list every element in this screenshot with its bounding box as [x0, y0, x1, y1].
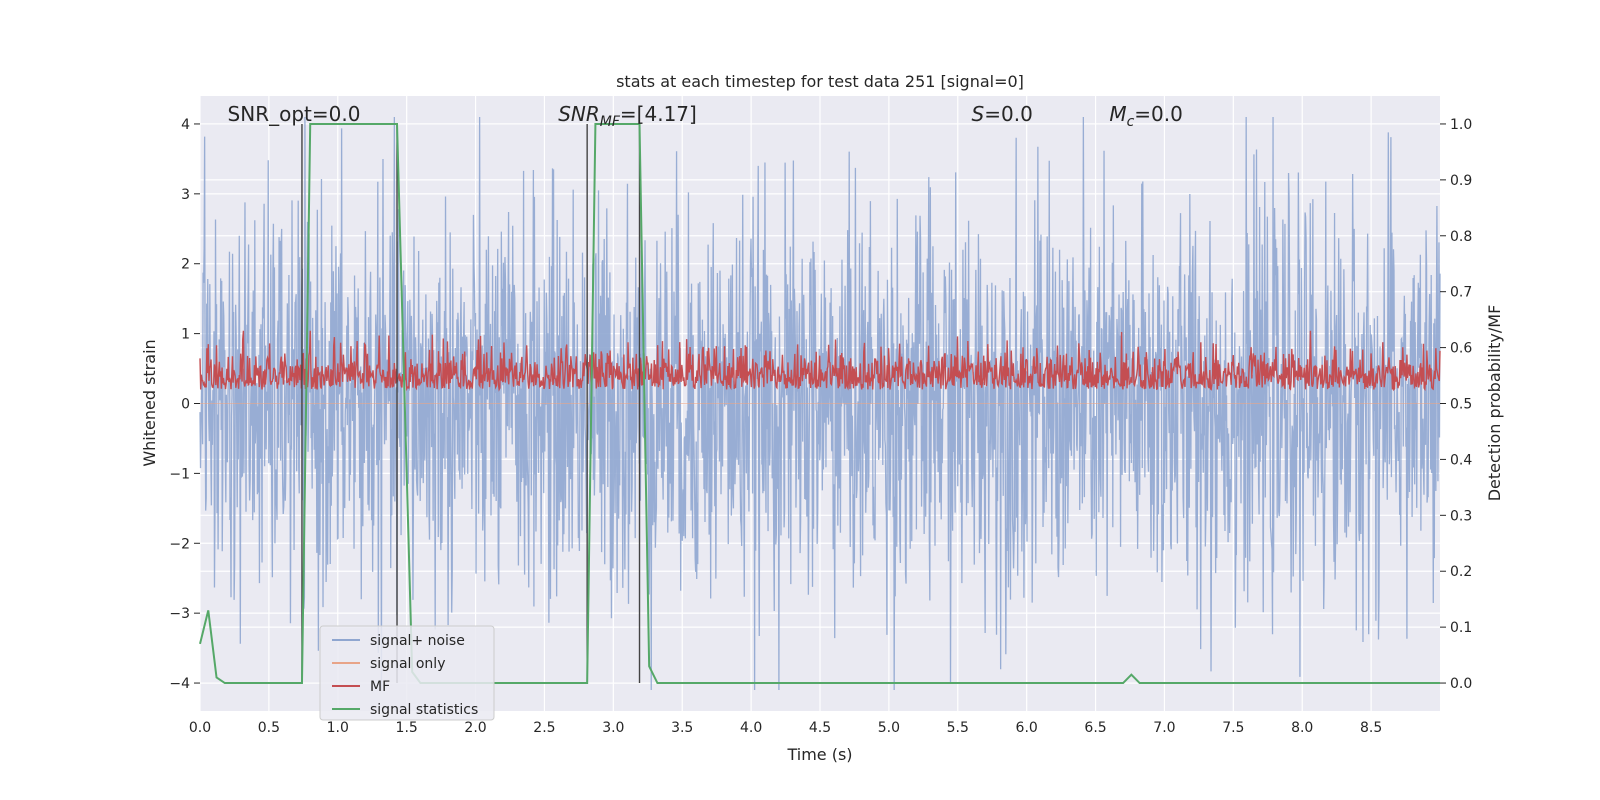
x-tick-label: 8.0 [1291, 720, 1313, 736]
legend: signal+ noise signal only MF signal stat… [319, 625, 495, 721]
legend-label-mf: MF [370, 679, 390, 695]
series-layer [199, 116, 1441, 691]
x-tick-label: 2.0 [464, 720, 486, 736]
y-tick-label-left: 3 [181, 187, 190, 203]
x-tick-label: 4.5 [809, 720, 831, 736]
x-axis-label: Time (s) [786, 745, 852, 764]
y-axis-label-left: Whitened strain [140, 339, 159, 466]
y-tick-label-right: 0.8 [1450, 229, 1472, 245]
x-ticks: 0.0 0.5 1.0 1.5 2.0 2.5 3.0 3.5 4.0 4.5 5.0 5.5 6.0 6… [189, 720, 1382, 736]
x-tick-label: 0.5 [258, 720, 280, 736]
y-tick-label-left: 2 [181, 257, 190, 273]
x-tick-label: 0.0 [189, 720, 211, 736]
y-ticks-left: 4 3 2 1 0 −1 −2 −3 −4 [169, 117, 200, 692]
x-tick-label: 6.0 [1016, 720, 1038, 736]
x-tick-label: 2.5 [533, 720, 555, 736]
y-tick-label-left: −4 [169, 676, 190, 692]
x-tick-label: 3.5 [671, 720, 693, 736]
annotation-text: S=0.0 [972, 102, 1033, 126]
y-tick-label-right: 0.0 [1450, 676, 1472, 692]
y-ticks-right: 1.0 0.9 0.8 0.7 0.6 0.5 0.4 0.3 0.2 0.1 0.0 [1440, 117, 1472, 692]
x-tick-label: 7.0 [1153, 720, 1175, 736]
annotation-text: Mc=0.0 [1109, 102, 1183, 130]
annotations: SNR_opt=0.0 SNRMF=[4.17] S=0.0 Mc=0.0 [228, 102, 1183, 130]
series-signal-noise [199, 116, 1441, 691]
y-tick-label-left: −3 [169, 606, 190, 622]
y-tick-label-right: 0.6 [1450, 341, 1472, 357]
annotation-text: SNR_opt=0.0 [228, 102, 361, 126]
vertical-lines [301, 123, 641, 684]
legend-label-signal-noise: signal+ noise [370, 633, 465, 649]
y-tick-label-right: 0.9 [1450, 173, 1472, 189]
x-tick-label: 4.0 [740, 720, 762, 736]
y-tick-label-right: 0.3 [1450, 508, 1472, 524]
y-tick-label-right: 0.2 [1450, 564, 1472, 580]
legend-box [319, 625, 495, 721]
x-tick-label: 8.5 [1360, 720, 1382, 736]
series-mf [199, 330, 1441, 392]
y-tick-label-left: 4 [181, 117, 190, 133]
series-signal-statistics [199, 122, 1440, 685]
x-tick-label: 1.0 [327, 720, 349, 736]
y-tick-label-right: 1.0 [1450, 117, 1472, 133]
legend-label-signal-only: signal only [370, 656, 445, 672]
y-tick-label-left: 1 [181, 327, 190, 343]
y-tick-label-right: 0.5 [1450, 397, 1472, 413]
y-axis-label-right: Detection probability/MF [1485, 305, 1504, 502]
x-tick-label: 3.0 [602, 720, 624, 736]
x-tick-label: 7.5 [1222, 720, 1244, 736]
legend-label-signal-statistics: signal statistics [370, 702, 478, 718]
x-tick-label: 5.5 [947, 720, 969, 736]
y-tick-label-left: −1 [169, 466, 190, 482]
y-tick-label-left: 0 [181, 397, 190, 413]
y-tick-label-left: −2 [169, 536, 190, 552]
y-tick-label-right: 0.7 [1450, 285, 1472, 301]
y-tick-label-right: 0.1 [1450, 620, 1472, 636]
x-tick-label: 6.5 [1084, 720, 1106, 736]
x-tick-label: 5.0 [878, 720, 900, 736]
stat-layer [199, 122, 1440, 685]
annotation-text: SNRMF=[4.17] [558, 102, 697, 130]
y-tick-label-right: 0.4 [1450, 452, 1472, 468]
chart-title: stats at each timestep for test data 251… [616, 72, 1024, 91]
x-tick-label: 1.5 [396, 720, 418, 736]
